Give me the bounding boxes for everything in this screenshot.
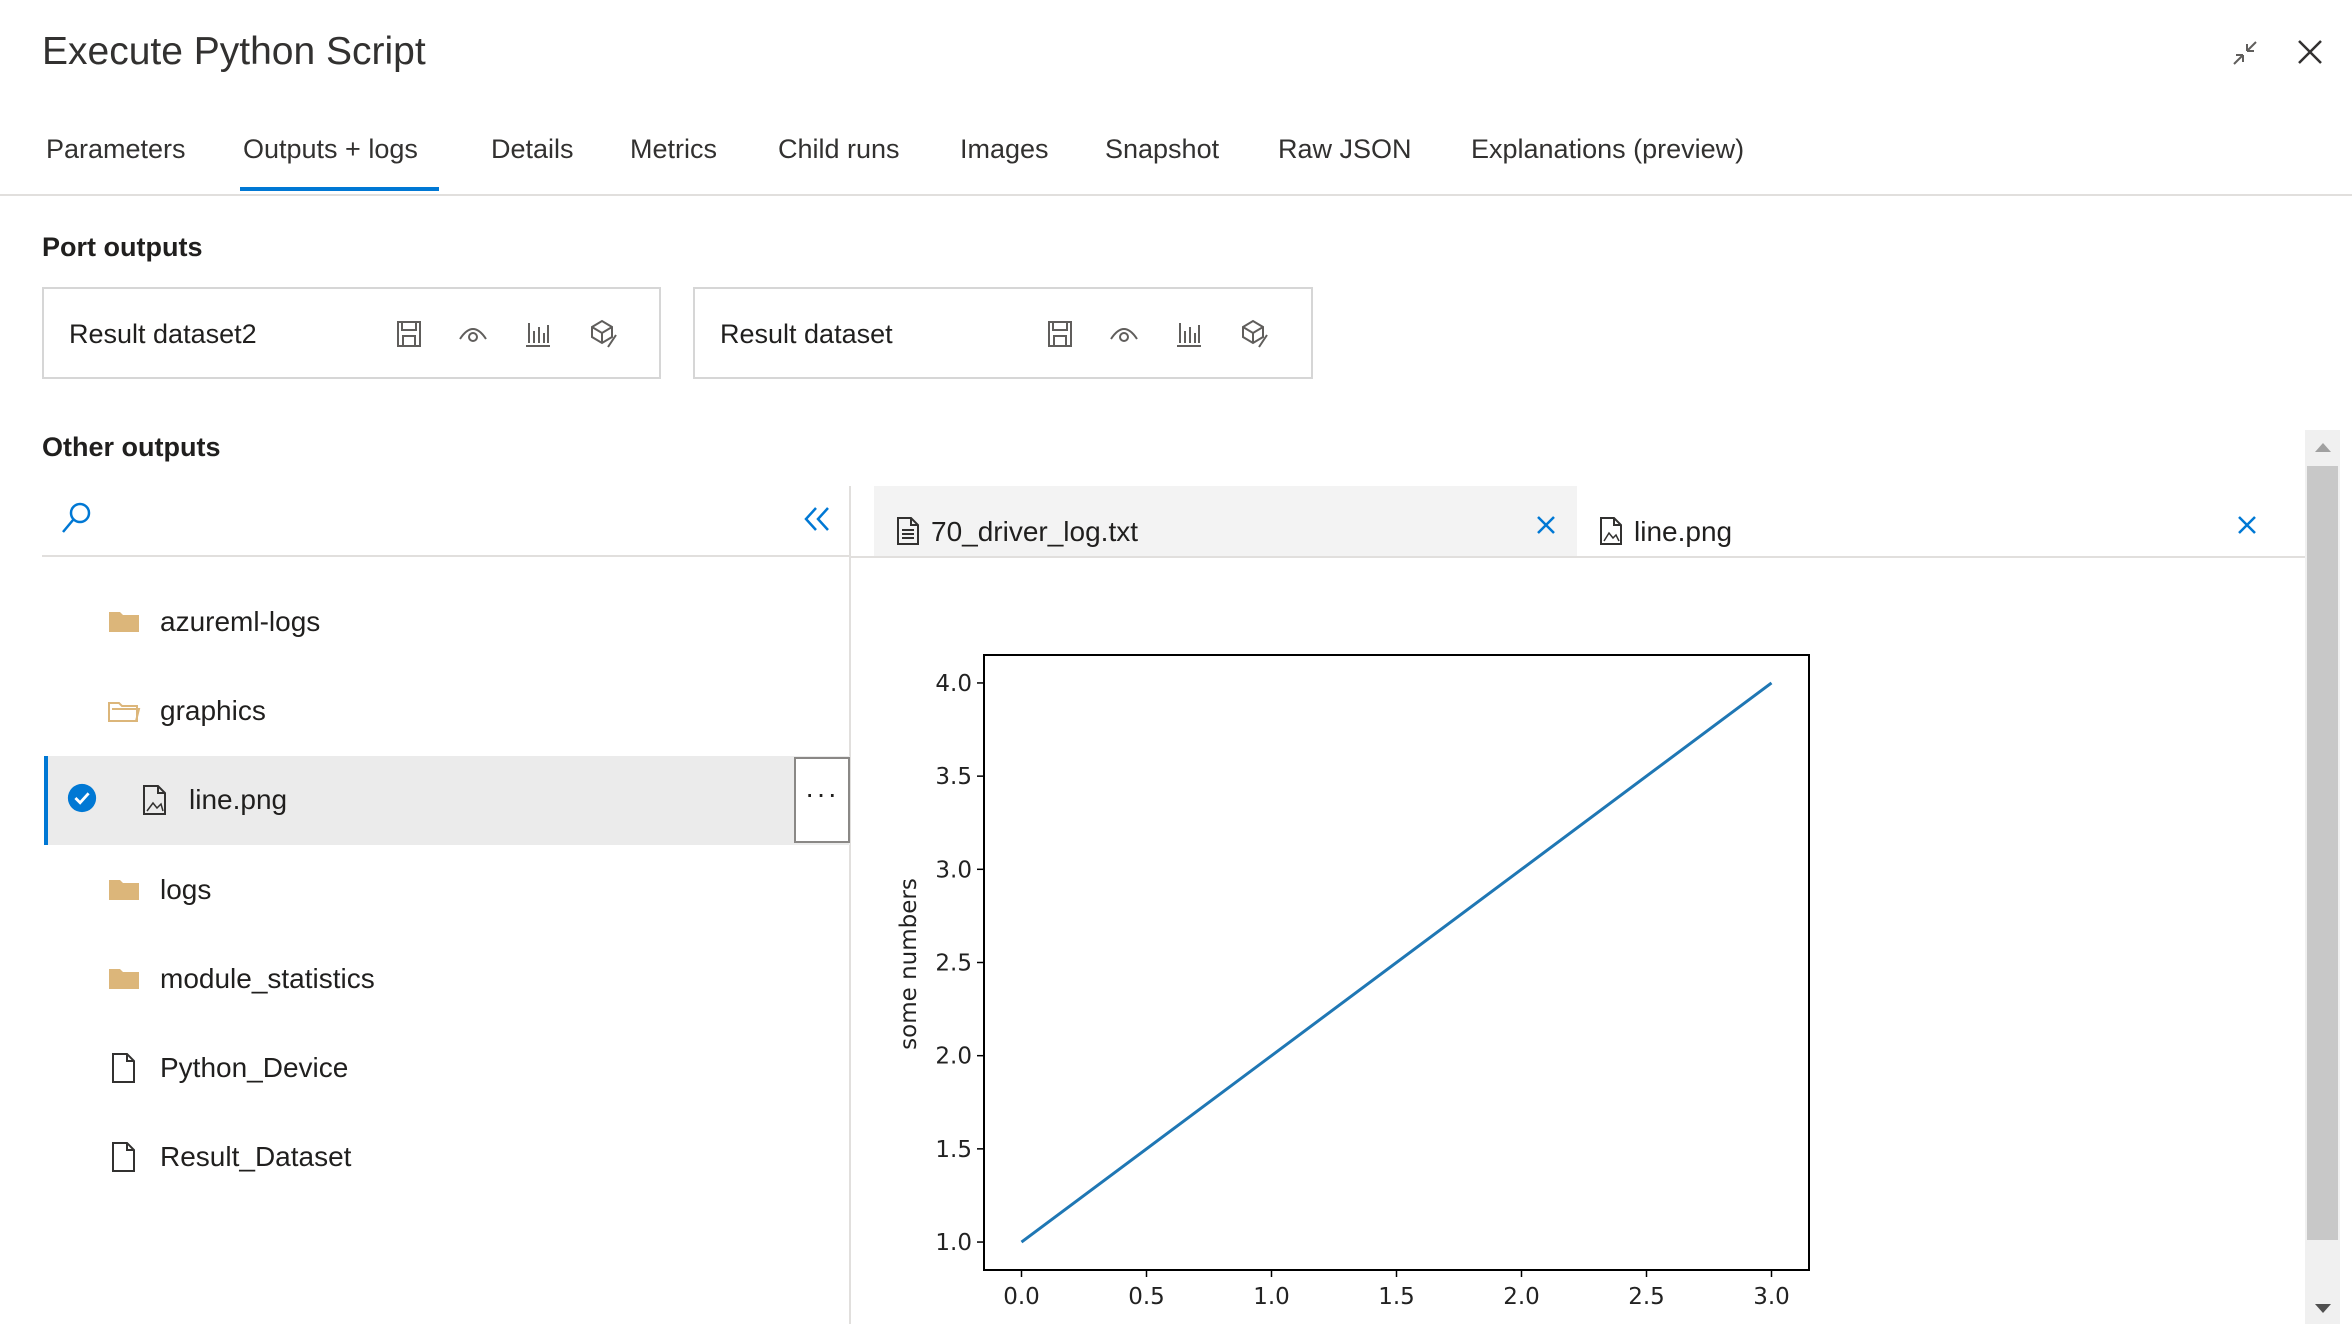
x-tick-label: 0.0: [1003, 1284, 1040, 1310]
minimize-icon[interactable]: [2230, 38, 2260, 68]
file-tab-driver-log[interactable]: 70_driver_log.txt: [874, 486, 1577, 556]
port-output-card: Result dataset2: [42, 287, 661, 379]
line-chart: some numbers 0.0 0.5 1.0 1.5 2.0 2.5 3.0 1.0 1.5…: [896, 654, 1810, 1310]
folder-icon: [109, 880, 139, 900]
folder-icon: [109, 612, 139, 632]
close-icon[interactable]: [2296, 38, 2324, 66]
other-outputs-heading: Other outputs: [42, 432, 221, 462]
y-tick-label: 4.0: [935, 671, 972, 697]
save-icon[interactable]: [392, 317, 426, 351]
collapse-panel-icon[interactable]: [802, 505, 832, 533]
active-tab-indicator: [240, 187, 439, 191]
y-tick-label: 1.5: [935, 1137, 972, 1163]
text-file-icon: [897, 517, 919, 545]
divider: [42, 555, 850, 557]
port-output-label: Result dataset: [720, 319, 893, 349]
tab-raw-json[interactable]: Raw JSON: [1278, 134, 1412, 164]
register-dataset-icon[interactable]: [1237, 317, 1271, 351]
tree-item-folder[interactable]: logs: [44, 846, 850, 935]
close-tab-icon[interactable]: [1535, 514, 1557, 536]
folder-icon: [109, 969, 139, 989]
folder-open-icon: [108, 702, 141, 722]
file-tab-label: 70_driver_log.txt: [931, 516, 1139, 547]
image-file-icon: [1600, 517, 1622, 545]
divider: [0, 194, 2352, 196]
tree-item-folder[interactable]: azureml-logs: [44, 578, 850, 667]
scrollbar-thumb[interactable]: [2307, 466, 2338, 1240]
visualize-chart-icon[interactable]: [521, 317, 555, 351]
x-tick-label: 1.0: [1253, 1284, 1290, 1310]
tree-item-file[interactable]: Python_Device: [44, 1024, 850, 1113]
panel-title: Execute Python Script: [42, 30, 426, 73]
tab-details[interactable]: Details: [491, 134, 574, 164]
x-tick-label: 1.5: [1378, 1284, 1415, 1310]
divider: [850, 556, 2305, 558]
y-tick-label: 2.5: [935, 951, 972, 977]
file-tab-label: line.png: [1634, 516, 1733, 547]
tree-item-selected-file[interactable]: line.png ···: [44, 756, 850, 845]
more-options-button[interactable]: ···: [794, 757, 850, 843]
close-tab-icon[interactable]: [2236, 514, 2258, 536]
tab-images[interactable]: Images: [960, 134, 1049, 164]
x-tick-label: 2.5: [1628, 1284, 1665, 1310]
tree-item-label: graphics: [160, 695, 266, 726]
file-tab-line-png[interactable]: line.png: [1577, 486, 2305, 556]
tab-outputs-logs[interactable]: Outputs + logs: [243, 134, 418, 164]
tree-item-label: logs: [160, 874, 212, 905]
port-outputs-heading: Port outputs: [42, 232, 203, 262]
pane-divider[interactable]: [849, 486, 851, 1324]
search-icon[interactable]: [58, 500, 94, 536]
y-tick-label: 3.5: [935, 764, 972, 790]
file-icon: [112, 1142, 135, 1172]
tab-child-runs[interactable]: Child runs: [778, 134, 900, 164]
checkmark-circle-icon[interactable]: [65, 782, 99, 814]
visualize-chart-icon[interactable]: [1172, 317, 1206, 351]
scroll-up-arrow-icon[interactable]: [2313, 440, 2333, 454]
y-tick-label: 3.0: [935, 857, 972, 883]
y-tick-label: 2.0: [935, 1044, 972, 1070]
file-icon: [112, 1053, 135, 1083]
y-axis-label: some numbers: [896, 878, 922, 1050]
tree-item-label: line.png: [189, 784, 288, 815]
x-tick-label: 3.0: [1753, 1284, 1790, 1310]
tab-explanations[interactable]: Explanations (preview): [1471, 134, 1745, 164]
x-tick-label: 2.0: [1503, 1284, 1540, 1310]
y-tick-label: 1.0: [935, 1230, 972, 1256]
port-output-card: Result dataset: [693, 287, 1313, 379]
tree-item-folder[interactable]: module_statistics: [44, 935, 850, 1024]
preview-eye-icon[interactable]: [1107, 317, 1141, 351]
tab-metrics[interactable]: Metrics: [630, 134, 717, 164]
x-tick-label: 0.5: [1128, 1284, 1165, 1310]
register-dataset-icon[interactable]: [586, 317, 620, 351]
tree-item-label: Result_Dataset: [160, 1141, 352, 1172]
series-line: [1020, 681, 1773, 1244]
scroll-down-arrow-icon[interactable]: [2313, 1302, 2333, 1316]
tree-item-label: Python_Device: [160, 1052, 349, 1083]
port-output-label: Result dataset2: [69, 319, 257, 349]
preview-eye-icon[interactable]: [456, 317, 490, 351]
tab-snapshot[interactable]: Snapshot: [1105, 134, 1220, 164]
tree-item-label: azureml-logs: [160, 606, 321, 637]
tree-item-label: module_statistics: [160, 963, 375, 994]
tab-parameters[interactable]: Parameters: [46, 134, 186, 164]
image-file-icon: [143, 785, 166, 815]
tree-item-folder[interactable]: graphics: [44, 667, 850, 756]
save-icon[interactable]: [1043, 317, 1077, 351]
tree-item-file[interactable]: Result_Dataset: [44, 1113, 850, 1202]
